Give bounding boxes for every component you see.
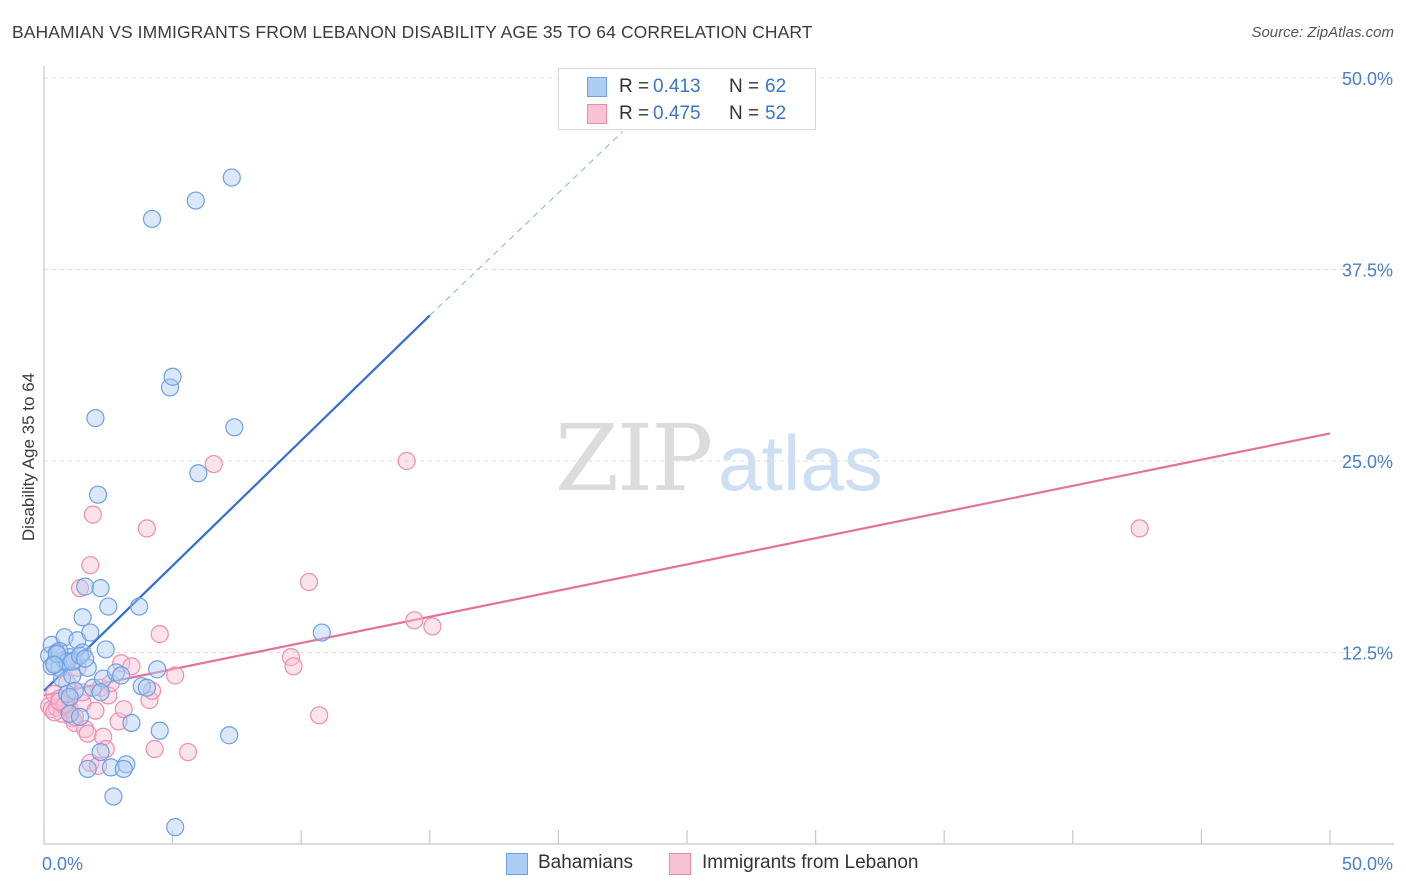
x-ticks (43, 830, 1331, 844)
axes (43, 66, 1394, 845)
bottom-legend-label: Immigrants from Lebanon (702, 852, 919, 873)
point-lebanon (83, 505, 102, 524)
point-lebanon (86, 701, 105, 720)
point-bahamian (70, 707, 90, 726)
y-tick-label: 12.5% (1342, 644, 1393, 664)
point-bahamian (142, 209, 162, 229)
legend-r-value: 0.413 (653, 76, 701, 97)
point-lebanon (137, 519, 156, 538)
point-bahamian (99, 597, 118, 616)
point-bahamian (78, 759, 97, 779)
x-tick-label: 50.0% (1342, 854, 1393, 874)
point-lebanon (204, 454, 223, 474)
point-bahamian (91, 579, 110, 598)
y-tick-label: 37.5% (1342, 261, 1393, 281)
point-lebanon (78, 724, 97, 743)
correlation-legend: R = 0.413 N = 62 R = 0.475 N = 52 (558, 68, 816, 130)
legend-n-value: 52 (765, 103, 787, 124)
point-lebanon (166, 666, 185, 685)
point-bahamian (76, 577, 95, 596)
legend-r-value: 0.475 (653, 103, 701, 124)
point-lebanon (145, 739, 164, 759)
data-points (40, 168, 1149, 837)
point-lebanon (397, 451, 416, 471)
chart-title: BAHAMIAN VS IMMIGRANTS FROM LEBANON DISA… (12, 22, 813, 42)
point-lebanon (114, 700, 133, 719)
point-bahamian (91, 742, 110, 762)
gridlines (44, 77, 1394, 653)
point-bahamian (189, 464, 208, 483)
bottom-legend-swatch-pink (669, 853, 691, 875)
point-bahamian (63, 666, 82, 685)
point-bahamian (96, 640, 115, 659)
y-axis-label: Disability Age 35 to 64 (19, 373, 38, 541)
point-bahamian (114, 759, 133, 779)
trend-line-bahamians-extension (429, 131, 624, 316)
bottom-legend-label: Bahamians (538, 852, 634, 873)
point-lebanon (299, 572, 319, 592)
legend-swatch-blue (587, 77, 607, 97)
y-tick-label: 25.0% (1342, 452, 1393, 472)
point-lebanon (405, 611, 424, 630)
legend-swatch-pink (587, 104, 607, 124)
trend-line-lebanon (43, 432, 1331, 697)
y-tick-labels: 12.5% 25.0% 37.5% 50.0% (1342, 69, 1393, 664)
point-lebanon (142, 681, 162, 700)
point-bahamian (222, 168, 241, 187)
watermark-zip: ZIP (555, 405, 711, 512)
point-bahamian (81, 623, 100, 642)
legend-r-label: R = (619, 103, 650, 124)
point-lebanon (423, 617, 442, 636)
point-lebanon (81, 556, 100, 575)
point-lebanon (150, 625, 169, 644)
point-lebanon (284, 657, 303, 676)
point-bahamian (160, 378, 180, 397)
watermark-atlas: atlas (718, 419, 883, 507)
x-tick-label: 0.0% (42, 854, 83, 874)
point-lebanon (122, 657, 141, 676)
point-bahamian (312, 623, 331, 642)
point-lebanon (45, 703, 64, 722)
legend-n-label: N = (729, 76, 760, 97)
point-lebanon (178, 742, 198, 762)
point-bahamian (137, 678, 156, 697)
point-bahamian (106, 663, 126, 682)
point-lebanon (1130, 519, 1149, 538)
point-bahamian (45, 655, 64, 674)
bottom-legend-swatch-blue (506, 853, 528, 875)
point-bahamian (186, 191, 205, 210)
point-bahamian (91, 683, 110, 702)
point-bahamian (130, 597, 149, 616)
point-bahamian (104, 787, 123, 806)
point-lebanon (50, 692, 69, 711)
point-bahamian (148, 660, 167, 679)
point-lebanon (310, 706, 329, 725)
legend-n-label: N = (729, 103, 760, 124)
point-bahamian (112, 666, 131, 685)
trend-line-bahamians (43, 314, 431, 692)
point-bahamian (225, 418, 244, 437)
x-tick-labels: 0.0% 50.0% (42, 854, 1393, 874)
point-bahamian (60, 687, 79, 707)
y-tick-label: 50.0% (1342, 69, 1393, 89)
point-bahamian (122, 713, 141, 733)
point-lebanon (96, 739, 115, 759)
trend-lines (43, 131, 1331, 697)
source-credit: Source: ZipAtlas.com (1251, 24, 1394, 41)
point-lebanon (65, 707, 84, 726)
point-bahamian (70, 646, 90, 665)
point-bahamian (47, 644, 66, 664)
legend-r-label: R = (619, 76, 650, 97)
point-bahamian (220, 726, 239, 745)
legend-n-value: 62 (765, 76, 787, 97)
point-bahamian (150, 721, 169, 740)
point-bahamian (163, 367, 182, 386)
point-bahamian (76, 649, 95, 668)
point-bahamian (166, 818, 185, 837)
point-bahamian (88, 485, 108, 504)
point-bahamian (73, 608, 92, 627)
point-bahamian (86, 409, 105, 428)
